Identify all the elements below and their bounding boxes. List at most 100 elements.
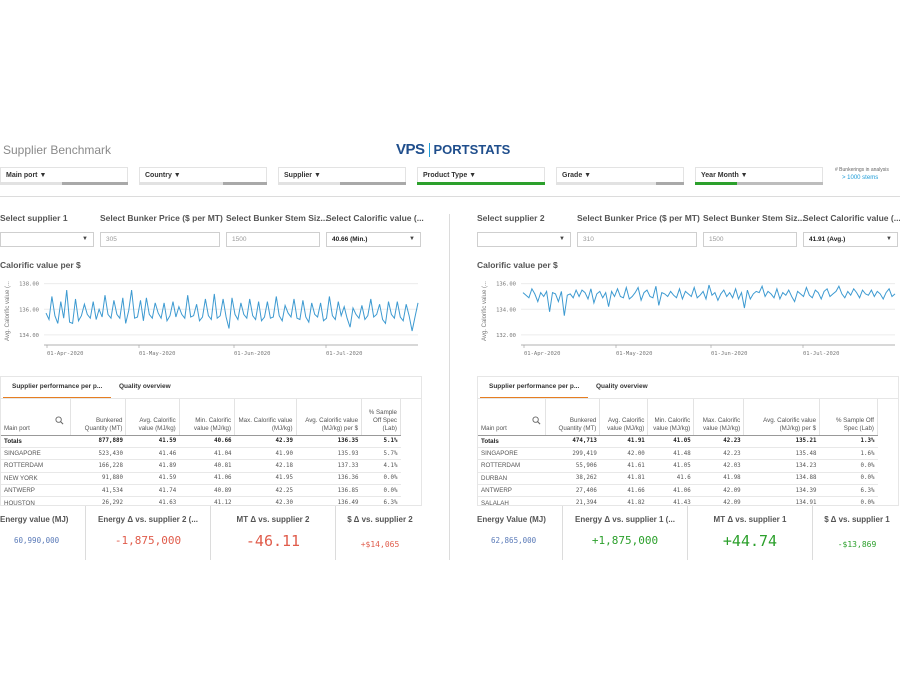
kpi-energy-value: Energy value (MJ) 60,990,000 — [0, 506, 86, 560]
tab-supplier-performance[interactable]: Supplier performance per p... — [12, 383, 103, 390]
chevron-down-icon: ▼ — [409, 236, 415, 242]
table-row[interactable]: SINGAPORE 523,430 41.46 41.04 41.90 135.93 5.7… — [1, 447, 401, 461]
supplier-1-select[interactable]: ▼ — [0, 232, 94, 247]
table-row[interactable]: SALALAH 21,394 41.82 41.43 42.09 134.91 0.0% — [478, 496, 878, 505]
column-header[interactable]: Min. Calorific value (MJ/kg) — [179, 399, 236, 436]
supplier-1-label: Select supplier 1 — [0, 213, 68, 223]
app-title: Supplier Benchmark — [3, 143, 112, 157]
column-header[interactable]: Max. Calorific value (MJ/kg) — [234, 399, 297, 436]
column-header[interactable]: Bunkered Quantity (MT) — [545, 399, 601, 436]
search-icon[interactable] — [532, 416, 541, 425]
value-cell: 134.39 — [743, 484, 820, 498]
value-cell: 40.66 — [179, 435, 235, 448]
supplier-performance-table: Main port Bunkered Quantity (MT) Avg. Ca… — [0, 398, 422, 506]
value-cell: 136.49 — [296, 496, 362, 505]
kpi-value: -46.11 — [245, 532, 301, 550]
column-header[interactable]: Avg. Calorific value (MJ/kg) per $ — [743, 399, 821, 436]
logo-divider — [428, 142, 430, 157]
value-cell: 1.3% — [819, 435, 878, 448]
supplier-2-select[interactable]: ▼ — [477, 232, 571, 247]
filter-supplier[interactable]: Supplier ▼ — [278, 167, 406, 185]
table-tabs: Supplier performance per p... Quality ov… — [477, 376, 899, 399]
column-header[interactable]: Avg. Calorific value (MJ/kg) — [125, 399, 180, 436]
filter-bar-fill — [737, 182, 823, 185]
table-row[interactable]: HOUSTON 26,292 41.63 41.12 42.30 136.49 6.3% — [1, 496, 401, 505]
value-cell: 42.30 — [234, 496, 296, 505]
value-cell: 0.0% — [819, 459, 878, 473]
table-row[interactable]: ROTTERDAM 166,228 41.89 40.81 42.18 137.33 4.1… — [1, 459, 401, 473]
calorific-select[interactable]: 40.66 (Min.) ▼ — [326, 232, 421, 247]
value-cell: 41.6 — [647, 472, 694, 486]
kpi-label: $ Δ vs. supplier 1 — [824, 515, 890, 524]
value-cell: 91,880 — [70, 472, 126, 486]
price-label: Select Bunker Price ($ per MT) — [100, 213, 223, 223]
value-cell: 136.36 — [296, 472, 362, 486]
value-cell: 41.63 — [125, 496, 180, 505]
stem-size-input[interactable]: 1500 — [703, 232, 797, 247]
filter-bar-selected — [695, 182, 737, 185]
price-input[interactable]: 310 — [577, 232, 697, 247]
table-row[interactable]: DURBAN 38,262 41.81 41.6 41.98 134.88 0.0% — [478, 472, 878, 486]
calorific-select-value: 41.91 (Avg.) — [809, 236, 846, 243]
column-header[interactable]: % Sample Off Spec (Lab) — [819, 399, 878, 436]
calorific-line-chart: 138.00 136.00 134.00 Avg. Calorific value (… — [5, 281, 419, 357]
filter-product-type[interactable]: Product Type ▼ — [417, 167, 545, 185]
value-cell: 42.25 — [234, 484, 296, 498]
column-header[interactable]: % Sample Off Spec (Lab) — [361, 399, 401, 436]
app-header: Supplier Benchmark VPS PORTSTATS — [0, 138, 900, 164]
table-row[interactable]: ANTWERP 27,406 41.66 41.06 42.09 134.39 6.3% — [478, 484, 878, 498]
value-cell: 6.3% — [819, 484, 878, 498]
y-tick-label: 134.00 — [19, 333, 39, 339]
tab-supplier-performance[interactable]: Supplier performance per p... — [489, 383, 580, 390]
table-row[interactable]: ROTTERDAM 55,906 41.61 41.05 42.03 134.23 0.0% — [478, 459, 878, 473]
column-header[interactable]: Avg. Calorific value (MJ/kg) per $ — [296, 399, 363, 436]
tab-quality-overview[interactable]: Quality overview — [119, 383, 171, 390]
value-cell: 0.0% — [819, 496, 878, 505]
filter-country[interactable]: Country ▼ — [139, 167, 267, 185]
kpi-value: -1,875,000 — [114, 534, 182, 547]
x-tick-label: 01-Apr-2020 — [47, 351, 83, 357]
calorific-select[interactable]: 41.91 (Avg.) ▼ — [803, 232, 898, 247]
price-input[interactable]: 305 — [100, 232, 220, 247]
column-header[interactable]: Max. Calorific value (MJ/kg) — [693, 399, 745, 436]
table-row[interactable]: ANTWERP 41,534 41.74 40.89 42.25 136.85 0.0% — [1, 484, 401, 498]
value-cell: 134.91 — [743, 496, 820, 505]
port-cell: ANTWERP — [478, 484, 546, 498]
stem-size-input[interactable]: 1500 — [226, 232, 320, 247]
totals-row[interactable]: Totals 877,889 41.59 40.66 42.39 136.35 5.1% — [1, 435, 401, 448]
value-cell: 134.23 — [743, 459, 820, 473]
value-cell: 135.93 — [296, 447, 362, 461]
port-cell: DURBAN — [478, 472, 546, 486]
filter-main-port[interactable]: Main port ▼ — [0, 167, 128, 185]
kpi-value: +1,875,000 — [591, 534, 659, 547]
search-icon[interactable] — [55, 416, 64, 425]
supplier-2-label: Select supplier 2 — [477, 213, 545, 223]
table-row[interactable]: NEW YORK 91,880 41.59 41.06 41.95 136.36 0.0% — [1, 472, 401, 486]
value-cell: 42.09 — [693, 496, 744, 505]
value-cell: 474,713 — [545, 435, 600, 448]
x-tick-label: 01-Jul-2020 — [803, 351, 839, 357]
value-cell: 41.90 — [234, 447, 296, 461]
calorific-label: Select Calorific value (... — [326, 213, 424, 223]
value-cell: 41.61 — [599, 459, 648, 473]
value-cell: 41.12 — [179, 496, 235, 505]
filter-bar-fill — [340, 182, 406, 185]
price-label: Select Bunker Price ($ per MT) — [577, 213, 700, 223]
stems-counter: # Bunkerings in analysis > 1000 stems — [835, 167, 889, 181]
logo-text: PORTSTATS — [433, 142, 511, 157]
y-axis-title: Avg. Calorific value (... — [482, 281, 488, 341]
kpi-label: MT Δ vs. supplier 2 — [236, 515, 310, 524]
value-cell: 41.82 — [599, 496, 648, 505]
stems-label: # Bunkerings in analysis — [835, 167, 889, 173]
value-cell: 5.7% — [361, 447, 401, 461]
column-header[interactable]: Avg. Calorific value (MJ/kg) — [599, 399, 649, 436]
chevron-down-icon: ▼ — [559, 236, 565, 242]
value-cell: 299,419 — [545, 447, 600, 461]
table-row[interactable]: SINGAPORE 299,419 42.00 41.48 42.23 135.48 1.6… — [478, 447, 878, 461]
filter-grade[interactable]: Grade ▼ — [556, 167, 684, 185]
column-header[interactable]: Bunkered Quantity (MT) — [70, 399, 127, 436]
column-header[interactable]: Min. Calorific value (MJ/kg) — [647, 399, 695, 436]
totals-row[interactable]: Totals 474,713 41.91 41.05 42.23 135.21 1.3% — [478, 435, 878, 448]
filter-year-month[interactable]: Year Month ▼ — [695, 167, 823, 185]
tab-quality-overview[interactable]: Quality overview — [596, 383, 648, 390]
